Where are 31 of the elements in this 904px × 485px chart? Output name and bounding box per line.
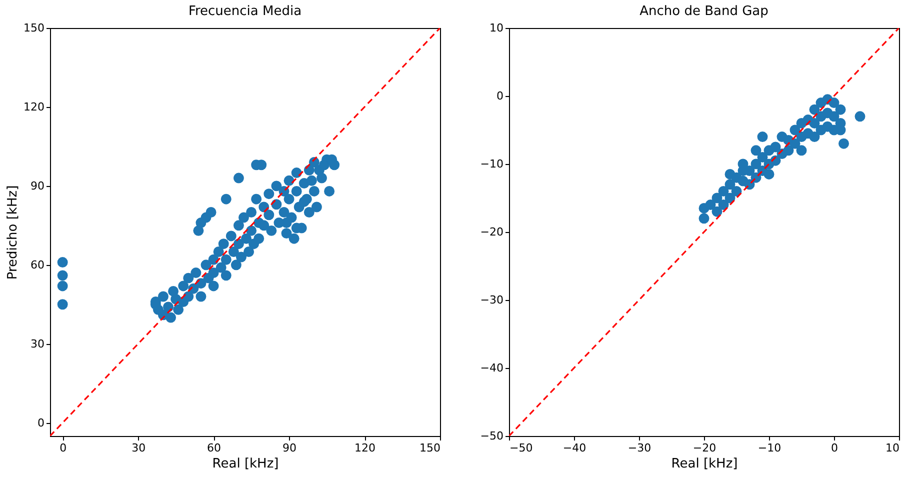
x-axis-title: Real [kHz] [212, 456, 279, 472]
y-tick-label: −30 [480, 294, 504, 306]
x-tick-label: −20 [692, 442, 716, 454]
x-tick-label: −50 [510, 442, 533, 454]
x-tick-label: 60 [207, 442, 222, 454]
x-tick-label: 10 [886, 442, 900, 454]
y-tick-label: 30 [30, 337, 44, 350]
y-tick-label: 0 [496, 90, 504, 102]
x-tick-label: −10 [758, 442, 782, 454]
x-tick-label: 30 [132, 442, 146, 454]
y-tick-label: 0 [38, 416, 44, 430]
x-tick-label: −40 [562, 442, 586, 454]
y-tick-label: 60 [30, 258, 44, 272]
chart-title: Frecuencia Media [188, 4, 302, 19]
x-tick-label: 0 [831, 442, 838, 454]
y-tick-label: −10 [480, 158, 504, 170]
y-tick-label: −50 [480, 430, 504, 442]
y-tick-label: 10 [490, 22, 504, 34]
y-tick-label: 90 [30, 179, 44, 192]
x-tick-label: 90 [282, 442, 297, 454]
chart-title: Ancho de Band Gap [640, 4, 768, 19]
x-tick-label: 120 [354, 442, 376, 454]
x-tick-label: 0 [60, 442, 67, 454]
x-tick-label: 150 [420, 442, 440, 454]
y-tick-label: 120 [24, 100, 44, 114]
x-tick-label: −30 [628, 442, 652, 454]
y-tick-label: 150 [24, 22, 44, 34]
y-tick-label: −20 [480, 226, 504, 238]
y-tick-label: −40 [480, 362, 504, 374]
y-axis-title: Predicho [kHz] [6, 185, 21, 280]
x-axis-title: Real [kHz] [671, 456, 738, 472]
